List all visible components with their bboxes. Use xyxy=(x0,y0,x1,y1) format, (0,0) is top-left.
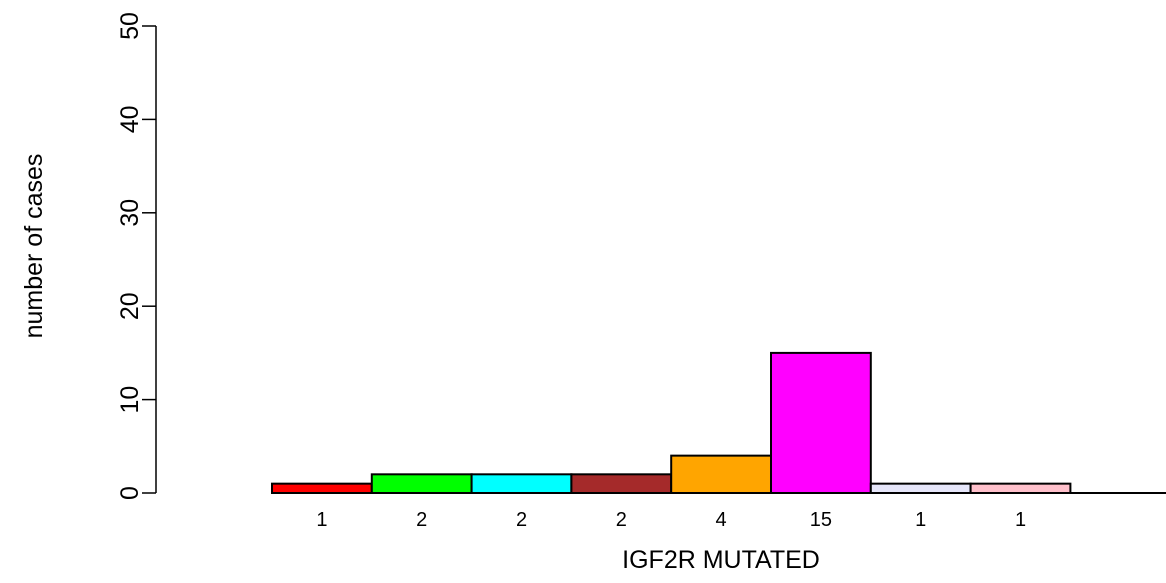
bar-value-label: 2 xyxy=(616,509,627,531)
bar xyxy=(969,482,1072,495)
y-axis: 0 10 20 30 40 50 xyxy=(116,12,157,500)
bar-value-label: 15 xyxy=(810,509,832,531)
bar-value-label: 1 xyxy=(316,509,327,531)
y-tick-label: 0 xyxy=(116,486,144,500)
bar xyxy=(869,482,972,495)
y-tick-label: 20 xyxy=(116,292,144,320)
bar xyxy=(670,454,773,495)
y-tick-label: 10 xyxy=(116,386,144,414)
y-tick-label: 40 xyxy=(116,105,144,133)
bar-value-label: 1 xyxy=(915,509,926,531)
x-axis-title: IGF2R MUTATED xyxy=(622,546,820,574)
value-labels-group: 1 2 2 2 4 15 1 1 xyxy=(316,509,1026,531)
bar xyxy=(370,473,473,495)
y-axis-title: number of cases xyxy=(20,154,48,339)
bars-group xyxy=(271,351,1072,495)
bar-value-label: 1 xyxy=(1015,509,1026,531)
bar xyxy=(770,351,872,494)
bar-value-label: 2 xyxy=(416,509,427,531)
bar-value-label: 2 xyxy=(516,509,527,531)
bar xyxy=(271,482,373,495)
y-tick-label: 30 xyxy=(116,199,144,227)
bar-value-label: 4 xyxy=(716,509,727,531)
y-tick-label: 50 xyxy=(116,12,144,40)
bar xyxy=(470,473,573,495)
bar xyxy=(570,473,673,495)
